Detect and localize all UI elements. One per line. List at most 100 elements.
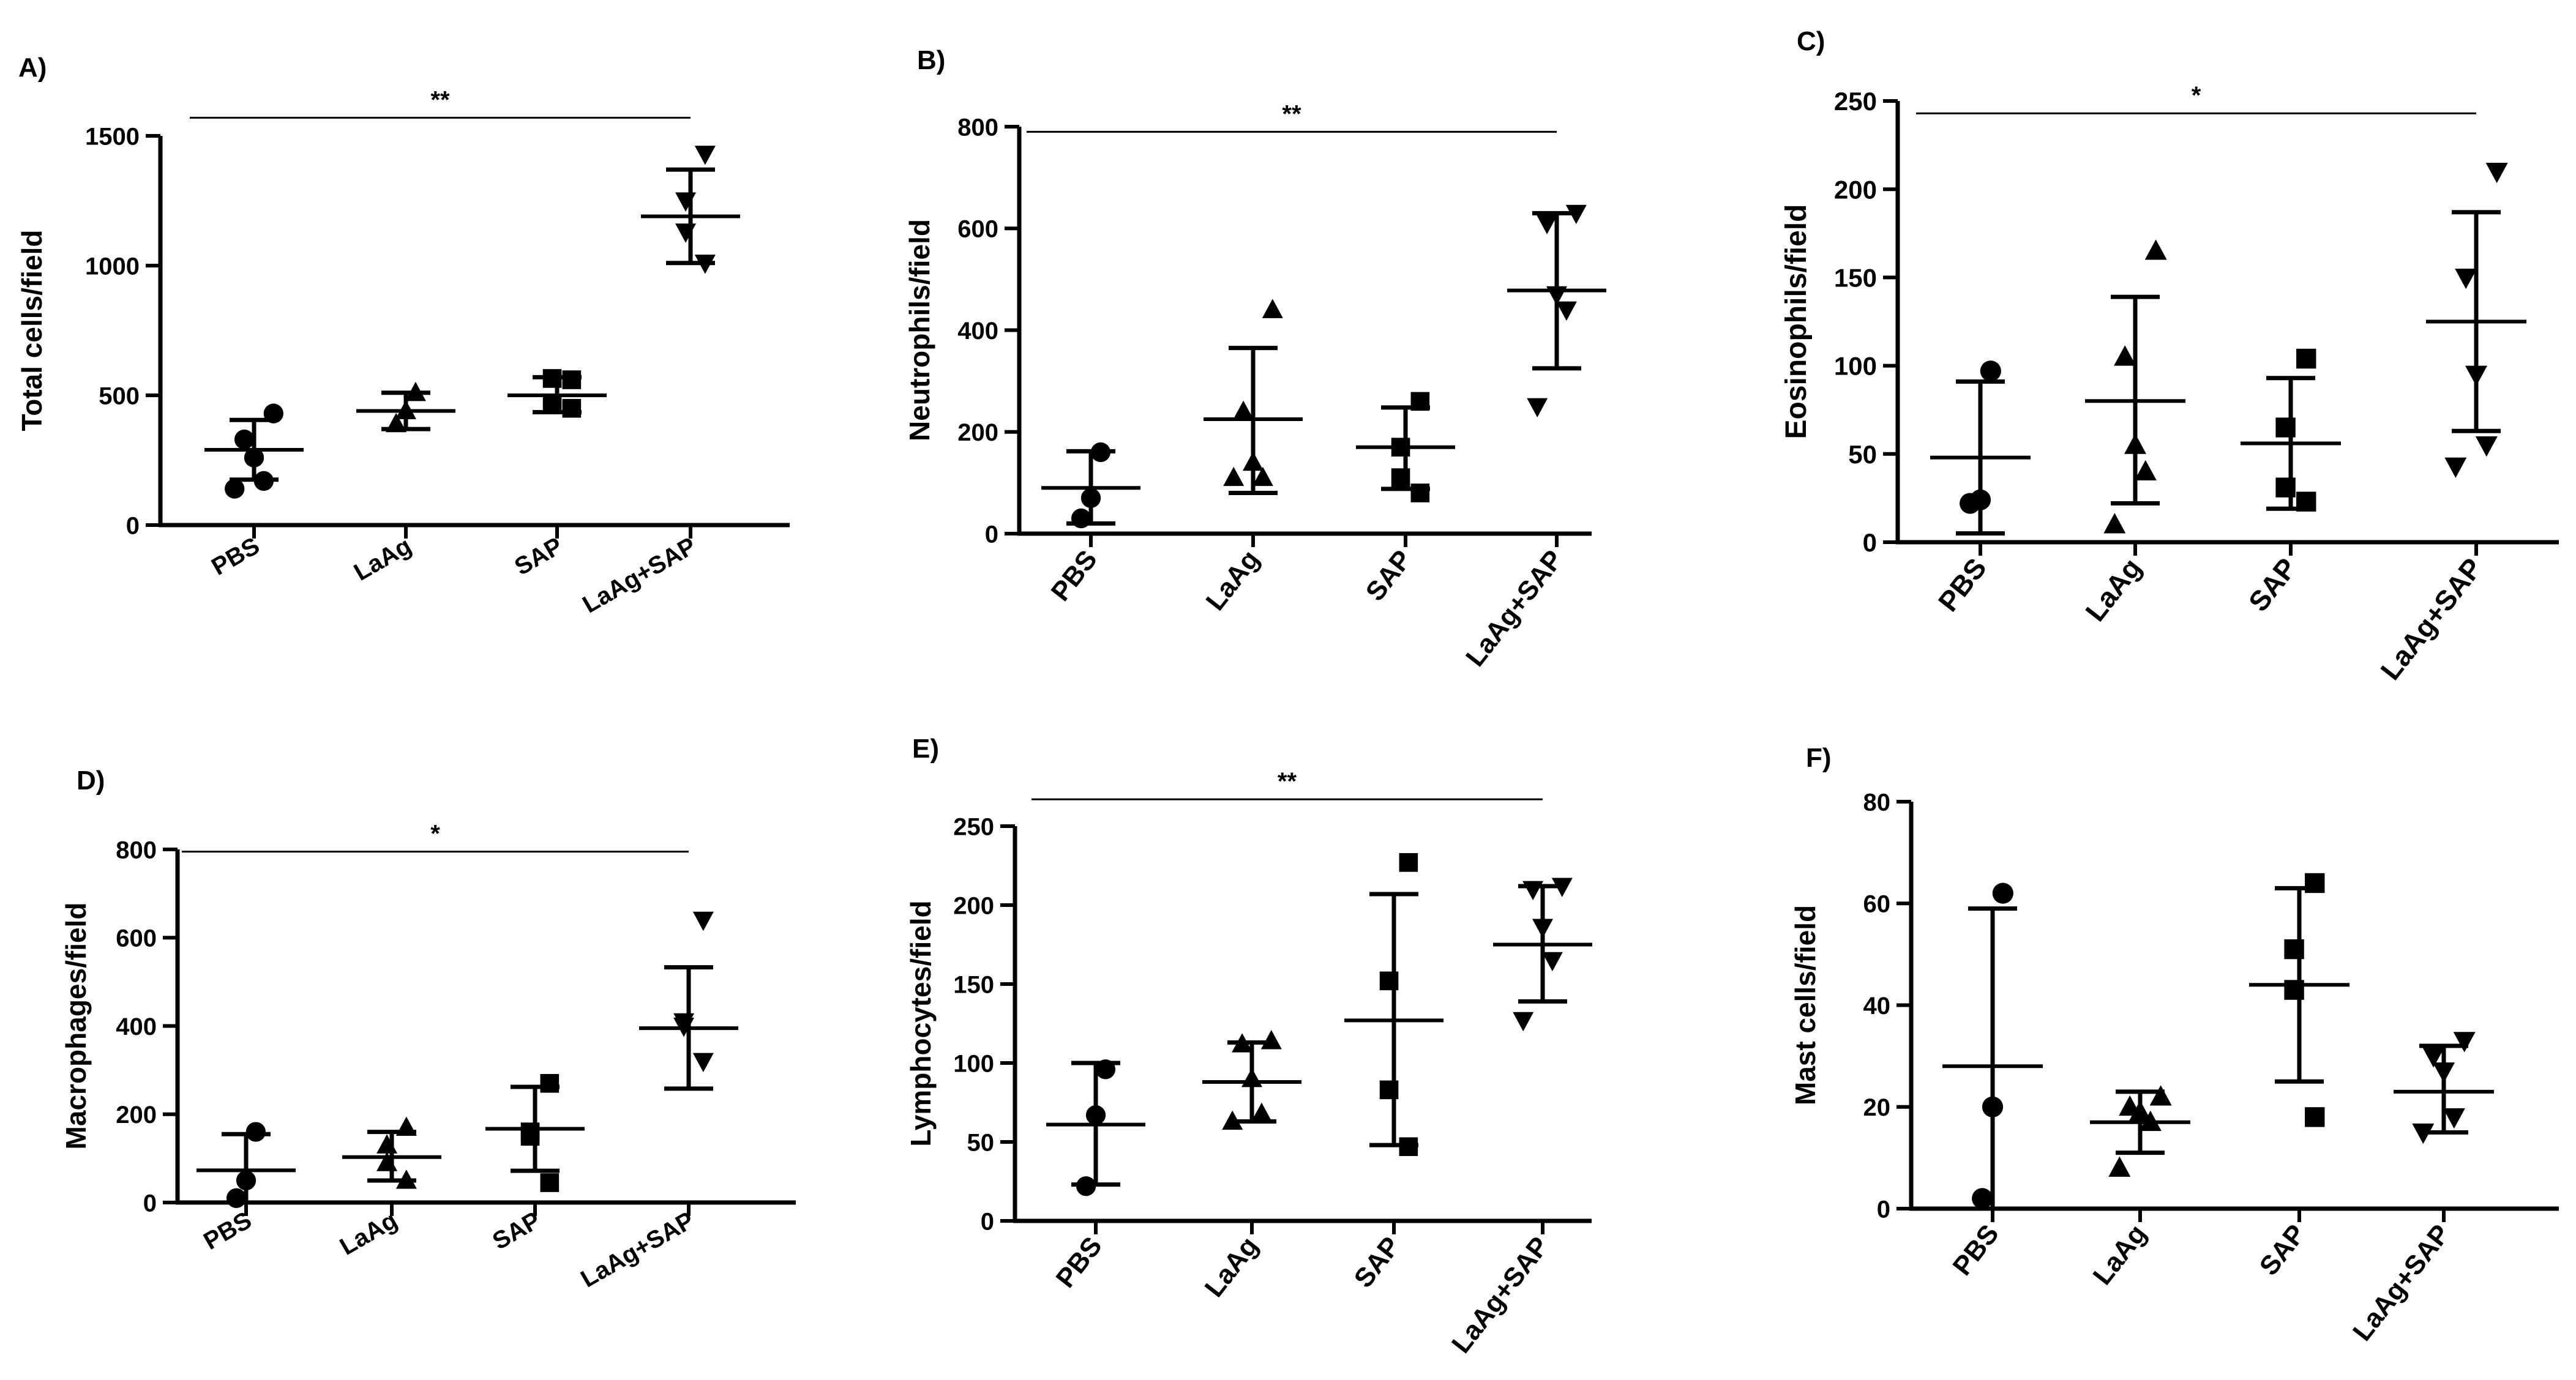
data-point (225, 479, 245, 499)
data-point (1527, 398, 1548, 418)
y-tick-label: 600 (116, 925, 157, 952)
data-point (226, 1188, 247, 1208)
panel-b: B) 0 200 400 600 800 Neutrophils/field PBS LaAg S… (904, 45, 1606, 672)
data-point (540, 1173, 560, 1192)
x-tick-label: LaAg+SAP (2347, 1219, 2456, 1346)
y-tick-label: 0 (143, 1190, 157, 1217)
data-point (1972, 1188, 1993, 1209)
panel-c: C) 0 50 100 150 200 250 Eosinophils/field PBS LaA… (1780, 26, 2559, 685)
x-tick-label: LaAg (2079, 552, 2147, 627)
data-point (2475, 436, 2498, 457)
data-point (2455, 269, 2477, 289)
data-point (245, 1122, 266, 1142)
y-tick-label: 0 (981, 1208, 994, 1235)
data-point (2444, 457, 2467, 478)
data-point (1522, 881, 1544, 901)
x-tick-label: LaAg+SAP (1446, 1231, 1555, 1359)
data-point (1541, 952, 1563, 972)
x-tick-label: LaAg+SAP (1460, 545, 1569, 672)
data-point (1251, 1102, 1272, 1122)
x-tick-label: LaAg (350, 532, 416, 586)
data-point (1960, 493, 1981, 514)
y-tick-label: 50 (967, 1129, 995, 1156)
x-tick-label: PBS (1046, 545, 1103, 606)
y-tick-label: 400 (116, 1013, 157, 1040)
y-tick-label: 100 (1834, 352, 1877, 381)
data-point (1980, 360, 2001, 382)
panel-letter: F) (1806, 743, 1832, 773)
y-axis-title: Lymphocytes/field (905, 900, 937, 1146)
y-tick-label: 200 (957, 419, 998, 446)
y-tick-label: 250 (1834, 87, 1877, 116)
panel-letter: C) (1797, 26, 1825, 56)
data-point (1260, 1030, 1282, 1050)
y-axis-title: Neutrophils/field (904, 219, 935, 441)
data-point (675, 192, 697, 212)
y-tick-label: 60 (1863, 891, 1891, 918)
data-point (2422, 1047, 2445, 1068)
data-point (675, 223, 697, 243)
data-point (1233, 400, 1254, 420)
data-point (2485, 162, 2508, 184)
data-point (1410, 483, 1430, 502)
x-tick-label: SAP (2242, 552, 2303, 617)
data-point (562, 398, 582, 418)
data-point (692, 911, 714, 931)
significance-label: * (430, 821, 440, 848)
y-tick-label: 200 (953, 892, 994, 919)
data-point (2108, 1156, 2131, 1177)
data-point (1252, 466, 1273, 487)
x-tick-label: SAP (1349, 1231, 1406, 1293)
y-tick-label: 250 (953, 813, 994, 840)
significance-label: * (2192, 82, 2201, 109)
x-tick-label: LaAg+SAP (578, 532, 700, 619)
x-tick-label: LaAg (1199, 1231, 1264, 1303)
x-tick-label: LaAg (335, 1207, 402, 1261)
data-point (2149, 1085, 2172, 1106)
y-tick-label: 100 (953, 1050, 994, 1077)
y-tick-label: 400 (957, 318, 998, 345)
x-tick-label: SAP (2254, 1219, 2312, 1281)
data-point (1513, 1012, 1534, 1032)
y-tick-label: 200 (1834, 175, 1877, 204)
data-point (2144, 239, 2167, 260)
data-point (1262, 299, 1283, 318)
y-tick-label: 80 (1863, 789, 1891, 816)
data-point (376, 1134, 398, 1154)
panel-a: A) 0 500 1000 1500 Total cells/field PBS LaAg SA… (16, 53, 790, 619)
data-point (234, 429, 255, 450)
y-tick-label: 20 (1863, 1094, 1891, 1121)
y-axis-title: Eosinophils/field (1780, 204, 1813, 439)
data-point (540, 1073, 560, 1093)
panel-letter: A) (18, 53, 47, 83)
x-tick-label: LaAg (2087, 1219, 2152, 1291)
y-tick-label: 800 (116, 837, 157, 863)
y-tick-label: 1500 (85, 123, 140, 150)
y-tick-label: 40 (1863, 993, 1891, 1020)
data-point (376, 1152, 398, 1171)
y-tick-label: 0 (985, 521, 998, 548)
data-point (1399, 853, 1418, 872)
data-point (2305, 1107, 2325, 1127)
y-tick-label: 150 (1834, 264, 1877, 293)
x-tick-label: PBS (207, 532, 264, 581)
x-tick-label: SAP (510, 532, 567, 581)
data-point (1556, 301, 1577, 321)
data-point (2296, 348, 2316, 369)
data-point (2443, 1108, 2465, 1129)
data-point (562, 370, 582, 389)
y-tick-label: 0 (1877, 1196, 1890, 1223)
panel-letter: D) (77, 766, 105, 796)
data-point (1537, 215, 1558, 234)
x-tick-label: SAP (1360, 545, 1418, 606)
panel-letter: B) (917, 45, 945, 75)
y-tick-label: 800 (957, 114, 998, 141)
y-tick-label: 50 (1848, 440, 1877, 469)
data-point (2134, 460, 2157, 481)
y-tick-label: 0 (1863, 528, 1877, 557)
data-point (2453, 1032, 2476, 1053)
data-point (694, 146, 716, 165)
y-tick-label: 600 (957, 216, 998, 243)
